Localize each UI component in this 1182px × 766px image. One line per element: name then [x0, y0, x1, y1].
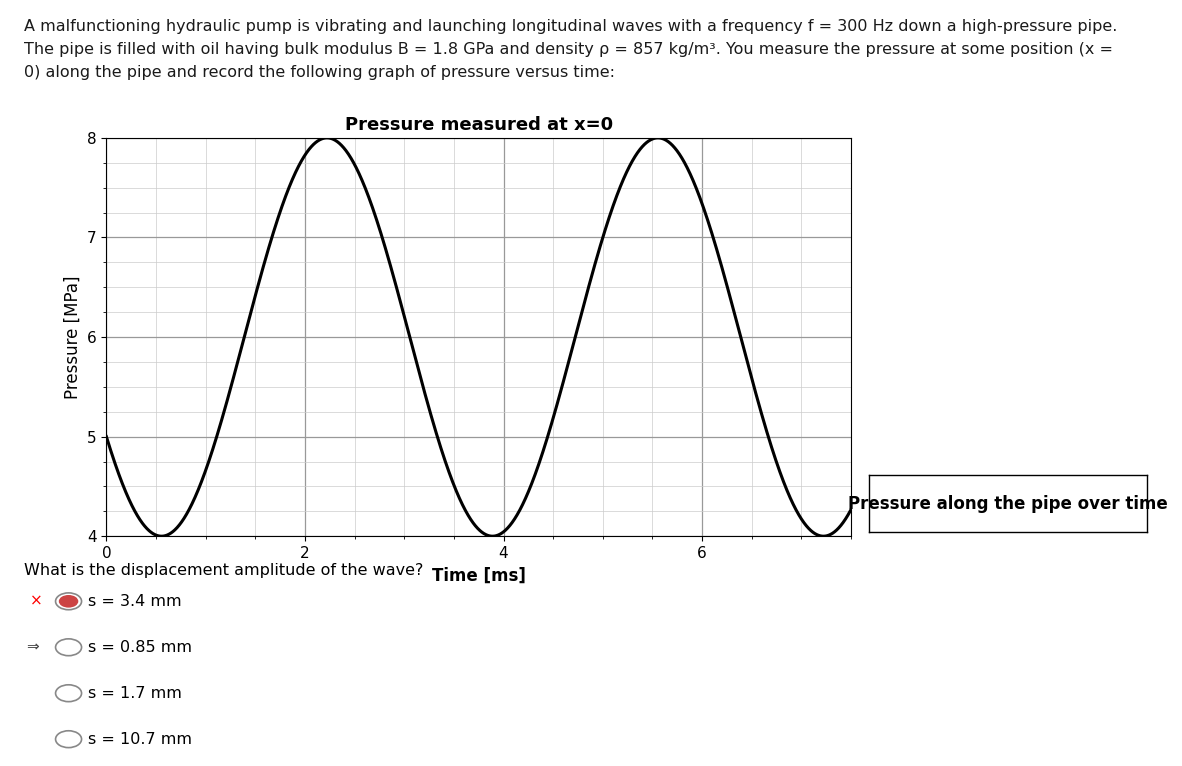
Text: s = 3.4 mm: s = 3.4 mm	[89, 594, 182, 609]
Text: A malfunctioning hydraulic pump is vibrating and launching longitudinal waves wi: A malfunctioning hydraulic pump is vibra…	[24, 19, 1117, 34]
Text: s = 0.85 mm: s = 0.85 mm	[89, 640, 191, 655]
X-axis label: Time [ms]: Time [ms]	[431, 567, 526, 584]
Text: s = 10.7 mm: s = 10.7 mm	[89, 732, 191, 747]
Text: ×: ×	[30, 594, 43, 609]
Text: Pressure along the pipe over time: Pressure along the pipe over time	[847, 495, 1168, 512]
Text: What is the displacement amplitude of the wave?: What is the displacement amplitude of th…	[24, 563, 423, 578]
Y-axis label: Pressure [MPa]: Pressure [MPa]	[64, 275, 82, 399]
Text: s = 1.7 mm: s = 1.7 mm	[89, 686, 182, 701]
Title: Pressure measured at x=0: Pressure measured at x=0	[345, 116, 612, 133]
Text: ⇒: ⇒	[26, 640, 39, 655]
Text: The pipe is filled with oil having bulk modulus B = 1.8 GPa and density ρ = 857 : The pipe is filled with oil having bulk …	[24, 42, 1112, 57]
Text: 0) along the pipe and record the following graph of pressure versus time:: 0) along the pipe and record the followi…	[24, 65, 615, 80]
